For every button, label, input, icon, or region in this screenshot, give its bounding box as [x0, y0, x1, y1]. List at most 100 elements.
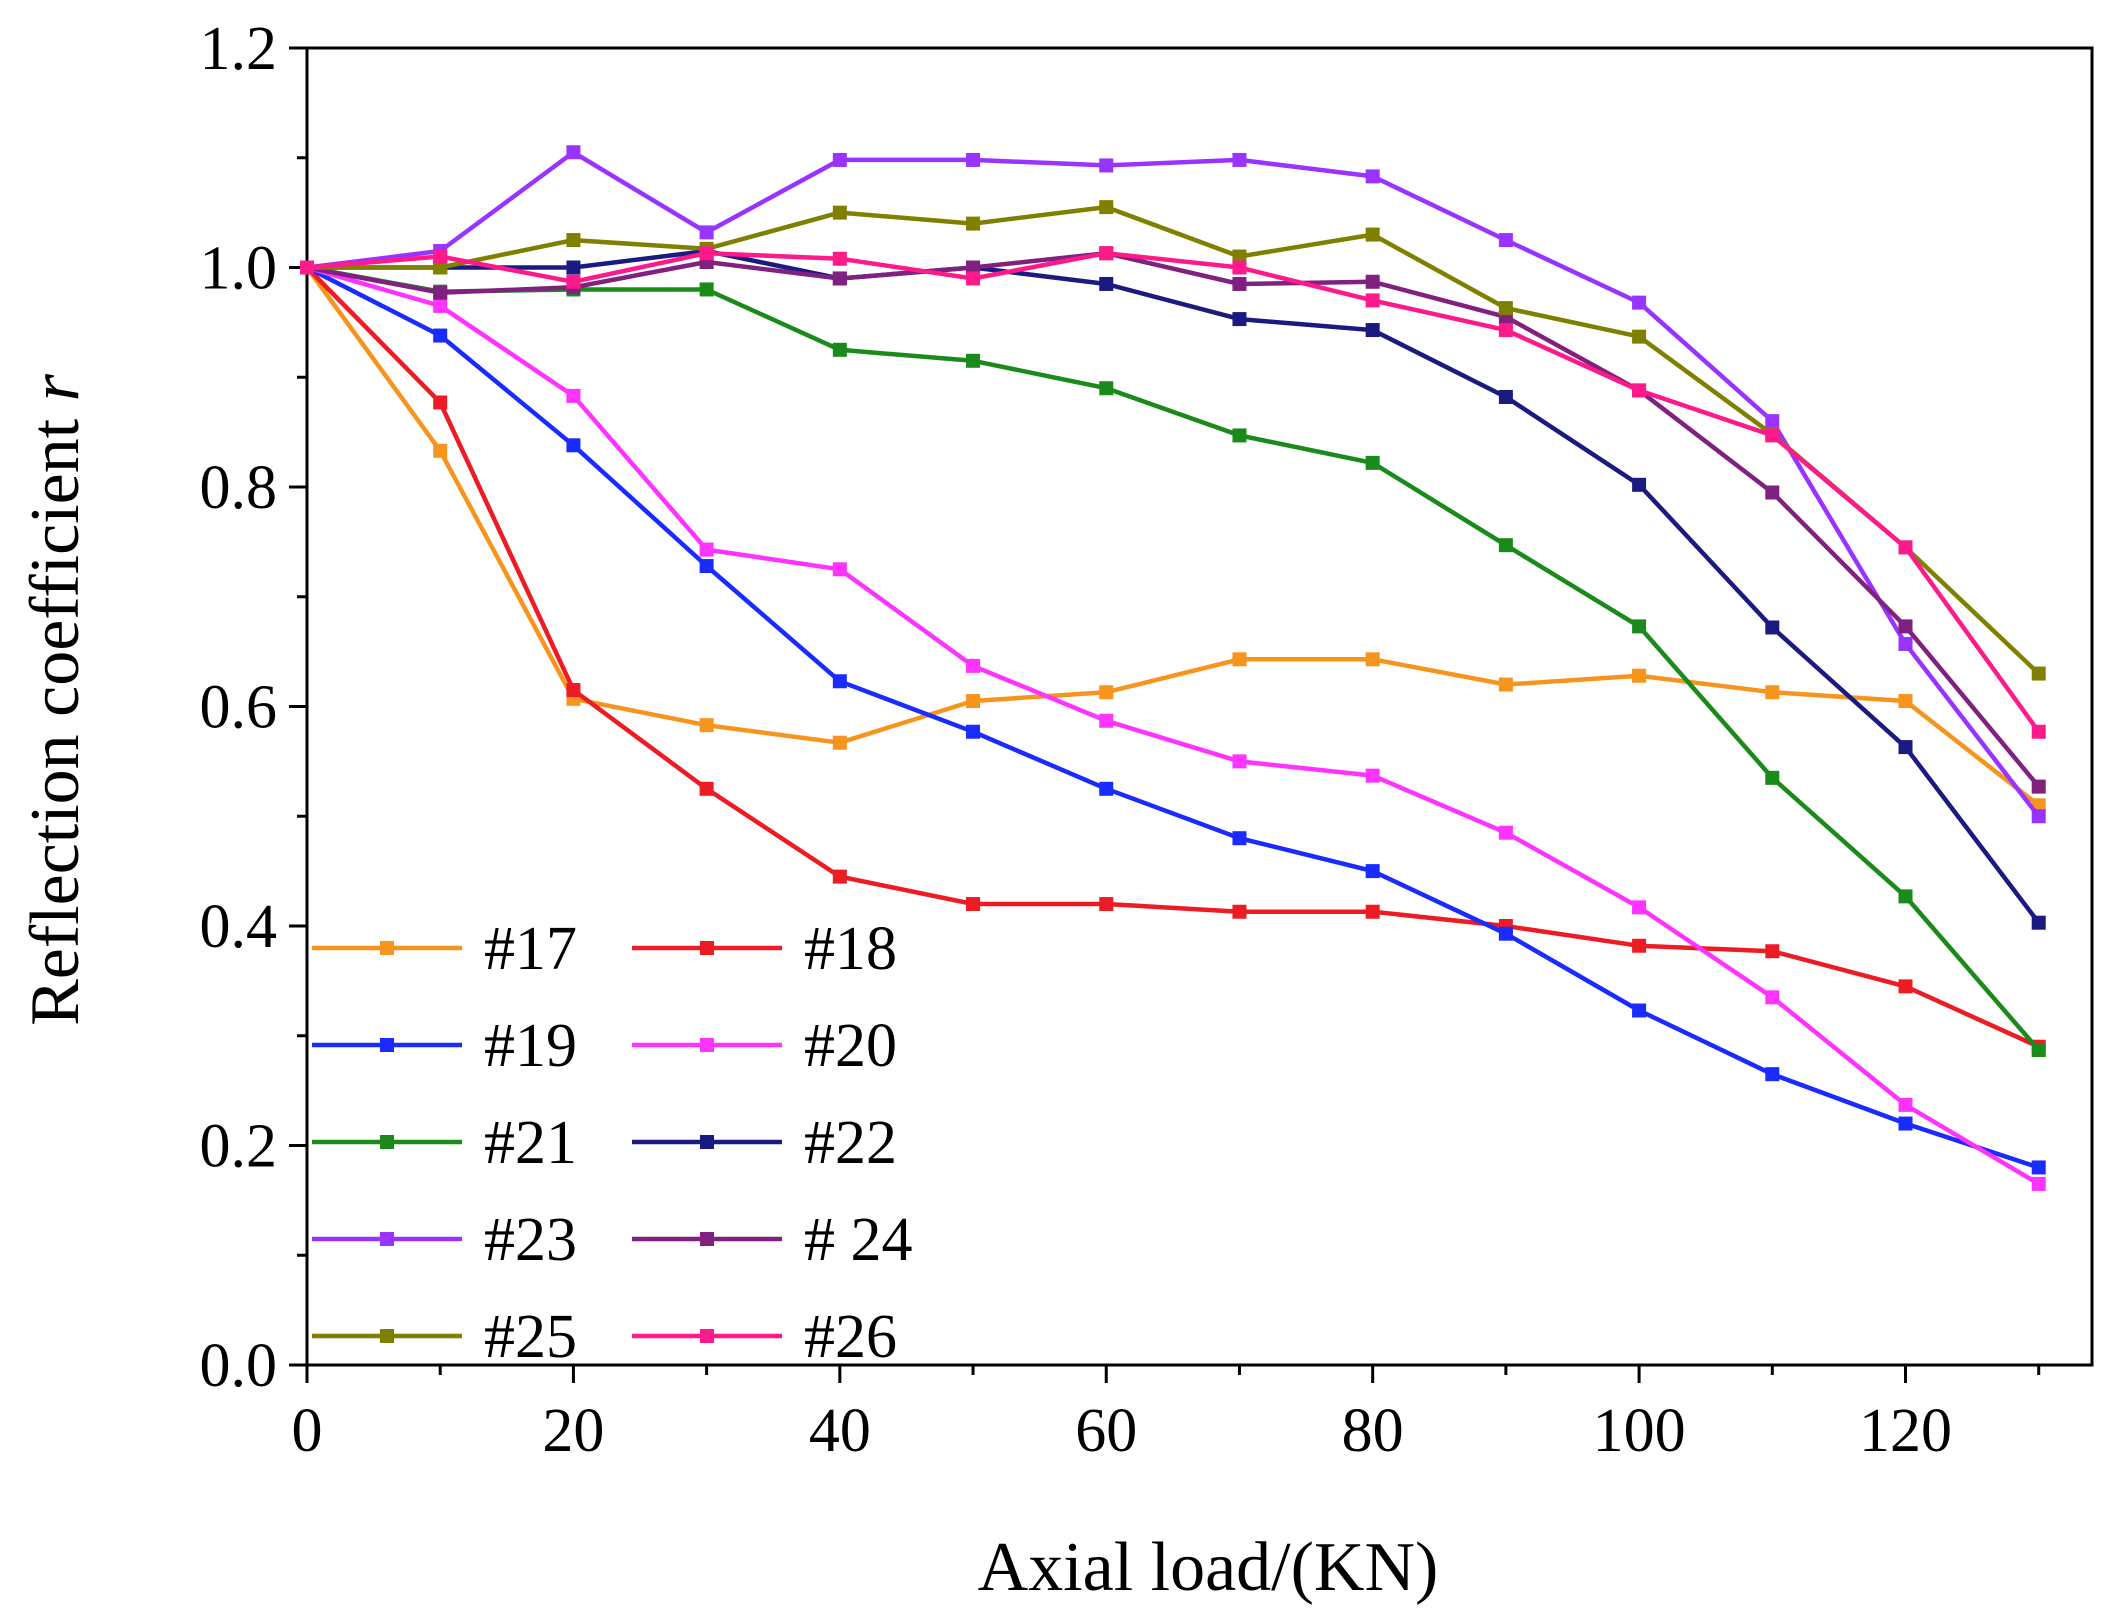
legend-swatch-marker [700, 1135, 714, 1149]
legend-item: #18 [632, 915, 897, 983]
legend-item: #20 [632, 1012, 897, 1080]
data-point [433, 260, 448, 275]
data-point [1765, 990, 1780, 1005]
data-point [1232, 276, 1247, 291]
data-point [1099, 276, 1114, 291]
x-axis-title: Axial load/(KN) [978, 1529, 1439, 1606]
data-point [1632, 383, 1647, 398]
data-point [566, 145, 581, 160]
x-tick-label: 120 [1859, 1397, 1952, 1465]
data-point [566, 683, 581, 698]
data-point [966, 724, 981, 739]
legend-swatch-marker [700, 1038, 714, 1052]
legend-item: # 24 [632, 1206, 913, 1274]
data-point [1232, 152, 1247, 167]
legend-label: #18 [804, 915, 897, 983]
legend: #17 #18 #19 #20 #21 #22 #23 # 24 #25 #26 [312, 915, 913, 1371]
data-point [1099, 158, 1114, 173]
data-point [832, 205, 847, 220]
legend-label: #26 [804, 1303, 897, 1371]
x-tick-label: 20 [542, 1397, 604, 1465]
data-point [1765, 485, 1780, 500]
y-axis-title-symbol: r [17, 373, 94, 401]
data-point [1765, 620, 1780, 635]
series-line [306, 150, 2041, 818]
data-point [433, 285, 448, 300]
data-point [832, 562, 847, 577]
series-line [306, 265, 2041, 1052]
legend-label: #17 [484, 915, 577, 983]
legend-label: #25 [484, 1303, 577, 1371]
legend-label: #21 [484, 1109, 577, 1177]
x-axis: 0 20 40 60 80 100 120 [292, 1365, 2041, 1465]
data-point [966, 216, 981, 231]
series-22 [300, 244, 2046, 930]
data-point [1632, 668, 1647, 683]
legend-label: #19 [484, 1012, 577, 1080]
data-point [1632, 295, 1647, 310]
data-point [1498, 926, 1513, 941]
y-tick-label: 0.6 [200, 674, 278, 742]
data-point [966, 897, 981, 912]
y-tick-label: 1.2 [200, 15, 278, 83]
series-19 [300, 260, 2046, 1175]
data-point [1498, 301, 1513, 316]
data-point [1765, 1067, 1780, 1082]
data-point [1099, 381, 1114, 396]
data-point [699, 282, 714, 297]
data-point [1632, 477, 1647, 492]
data-point [433, 298, 448, 313]
data-point [1898, 636, 1913, 651]
data-point [433, 395, 448, 410]
x-tick-label: 80 [1342, 1397, 1404, 1465]
data-point [1232, 249, 1247, 264]
series-line [307, 248, 2041, 925]
series-21 [300, 260, 2046, 1058]
data-point [1099, 685, 1114, 700]
legend-label: #20 [804, 1012, 897, 1080]
data-point [2031, 724, 2046, 739]
data-point [1632, 619, 1647, 634]
y-tick-label: 0.4 [200, 893, 278, 961]
data-point [1898, 619, 1913, 634]
data-point [1498, 390, 1513, 405]
legend-item: #25 [312, 1303, 577, 1371]
data-point [832, 342, 847, 357]
x-tick-label: 60 [1075, 1397, 1137, 1465]
y-tick-label: 0.0 [200, 1332, 278, 1400]
data-point [1365, 323, 1380, 338]
y-tick-label: 1.0 [200, 235, 278, 303]
y-tick-label: 0.2 [200, 1113, 278, 1181]
data-point [1232, 831, 1247, 846]
data-point [699, 225, 714, 240]
data-point [966, 260, 981, 275]
data-point [1898, 889, 1913, 904]
data-point [1765, 770, 1780, 785]
data-point [1365, 274, 1380, 289]
x-tick-label: 0 [292, 1397, 323, 1465]
data-point [1099, 200, 1114, 215]
data-point [1632, 1003, 1647, 1018]
data-point [1099, 897, 1114, 912]
series-23 [300, 145, 2046, 824]
data-point [1365, 652, 1380, 667]
data-point [1765, 414, 1780, 429]
legend-swatch-marker [700, 1329, 714, 1343]
series-line [306, 250, 2041, 734]
data-point [1898, 1116, 1913, 1131]
data-point [2031, 915, 2046, 930]
y-tick-label: 0.8 [200, 454, 278, 522]
data-point [1232, 904, 1247, 919]
legend-swatch-marker [380, 1135, 394, 1149]
data-point [2031, 666, 2046, 681]
data-point [433, 249, 448, 264]
data-point [832, 674, 847, 689]
series-line [305, 265, 2040, 1170]
data-point [1365, 768, 1380, 783]
legend-swatch-marker [380, 1329, 394, 1343]
data-point [1898, 979, 1913, 994]
x-tick-label: 40 [809, 1397, 871, 1465]
data-point [832, 271, 847, 286]
series-26 [300, 246, 2046, 739]
data-point [433, 443, 448, 458]
